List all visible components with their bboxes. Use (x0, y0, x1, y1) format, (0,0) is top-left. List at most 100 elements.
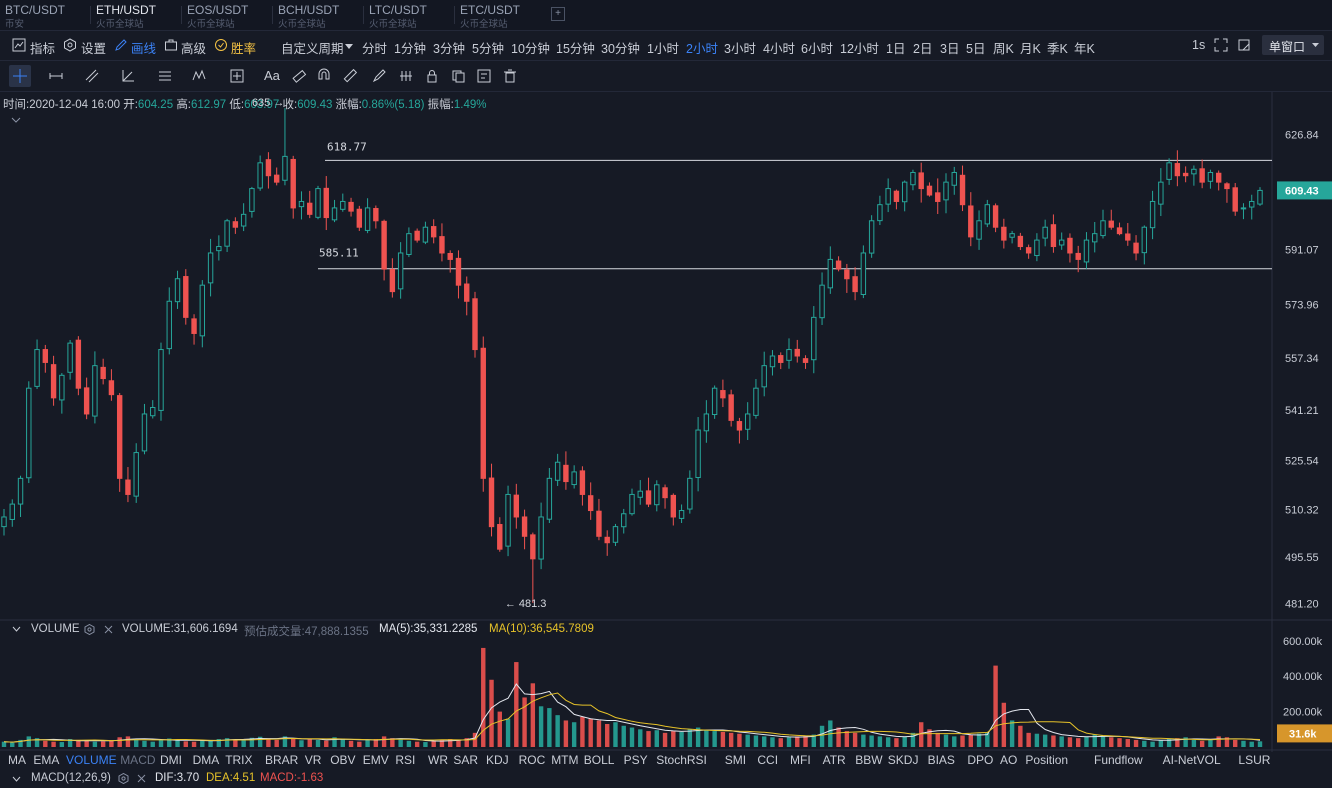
indicator-tab-dmi[interactable]: DMI (160, 753, 182, 767)
settings-button[interactable]: 设置 (81, 42, 107, 56)
indicator-tab-ma[interactable]: MA (8, 753, 26, 767)
indicator-tab-obv[interactable]: OBV (330, 753, 356, 767)
window-mode-dropdown[interactable]: 单窗口 (1262, 35, 1324, 55)
copy-icon[interactable] (450, 68, 466, 84)
period-1分钟[interactable]: 1分钟 (394, 42, 426, 56)
indicator-tab-atr[interactable]: ATR (822, 753, 846, 767)
indicator-tab-dma[interactable]: DMA (192, 753, 220, 767)
period-1日[interactable]: 1日 (886, 42, 906, 56)
volume-bar (671, 731, 676, 747)
indicator-tab-lsur[interactable]: LSUR (1238, 753, 1271, 767)
fullscreen-icon[interactable] (1214, 38, 1228, 52)
period-月K[interactable]: 月K (1020, 42, 1041, 56)
lock-icon[interactable] (424, 68, 440, 84)
indicator-tab-cci[interactable]: CCI (757, 753, 779, 767)
pair-tab-etc-usdt[interactable]: ETC/USDT 火币全球站 (460, 3, 548, 30)
indicator-tab-stochrsi[interactable]: StochRSI (656, 753, 707, 767)
angle-tool-icon[interactable] (120, 68, 136, 84)
indicator-tab-sar[interactable]: SAR (453, 753, 479, 767)
period-年K[interactable]: 年K (1074, 42, 1095, 56)
chevron-down-icon[interactable] (12, 776, 21, 782)
chevron-down-icon[interactable] (11, 117, 21, 123)
rectangle-tool-icon[interactable] (229, 68, 245, 84)
period-12小时[interactable]: 12小时 (840, 42, 879, 56)
refresh-interval[interactable]: 1s (1192, 38, 1206, 52)
period-15分钟[interactable]: 15分钟 (556, 42, 595, 56)
indicator-tab-mtm[interactable]: MTM (551, 753, 579, 767)
close-icon[interactable] (104, 625, 113, 634)
parallel-lines-icon[interactable] (84, 68, 100, 84)
volume-axis-label: 200.00k (1283, 707, 1323, 719)
indicator-tab-trix[interactable]: TRIX (225, 753, 253, 767)
indicator-tab-ao[interactable]: AO (1000, 753, 1018, 767)
template-icon[interactable] (476, 68, 492, 84)
indicator-tab-bias[interactable]: BIAS (927, 753, 955, 767)
indicator-tab-macd[interactable]: MACD (120, 753, 156, 767)
period-2日[interactable]: 2日 (913, 42, 933, 56)
brush-icon[interactable] (371, 68, 387, 84)
settings-icon[interactable] (118, 773, 129, 784)
measure-icon[interactable] (291, 68, 307, 84)
pair-tab-eth-usdt[interactable]: ETH/USDT 火币全球站 (96, 3, 184, 30)
indicator-tab-brar[interactable]: BRAR (265, 753, 299, 767)
period-3日[interactable]: 3日 (940, 42, 960, 56)
advanced-button[interactable]: 高级 (181, 42, 207, 56)
period-10分钟[interactable]: 10分钟 (511, 42, 550, 56)
screenshot-icon[interactable] (1237, 38, 1251, 52)
indicator-tab-wr[interactable]: WR (428, 753, 448, 767)
period-4小时[interactable]: 4小时 (763, 42, 795, 56)
indicator-tab-skdj[interactable]: SKDJ (887, 753, 919, 767)
chevron-down-icon[interactable] (12, 626, 21, 632)
period-2小时[interactable]: 2小时 (686, 42, 718, 56)
period-分时[interactable]: 分时 (362, 42, 388, 56)
custom-period-dropdown[interactable]: 自定义周期 (281, 42, 344, 56)
period-5日[interactable]: 5日 (966, 42, 986, 56)
pair-tab-symbol: ETC/USDT (460, 3, 520, 17)
period-周K[interactable]: 周K (993, 42, 1014, 56)
add-tab-button[interactable]: + (551, 7, 565, 21)
pair-tab-btc-usdt[interactable]: BTC/USDT 币安 (5, 3, 93, 30)
indicator-tab-boll[interactable]: BOLL (583, 753, 615, 767)
period-6小时[interactable]: 6小时 (801, 42, 833, 56)
indicator-tab-smi[interactable]: SMI (724, 753, 747, 767)
pair-tab-eos-usdt[interactable]: EOS/USDT 火币全球站 (187, 3, 275, 30)
indicators-button[interactable]: 指标 (30, 42, 56, 56)
period-1小时[interactable]: 1小时 (647, 42, 679, 56)
indicator-tab-emv[interactable]: EMV (362, 753, 389, 767)
last-price-badge (1277, 181, 1332, 200)
magnet-icon[interactable] (316, 68, 332, 84)
indicator-tab-mfi[interactable]: MFI (790, 753, 811, 767)
indicator-tab-fundflow[interactable]: Fundflow (1094, 753, 1143, 767)
period-3小时[interactable]: 3小时 (724, 42, 756, 56)
indicator-tab-kdj[interactable]: KDJ (486, 753, 509, 767)
indicator-tab-position[interactable]: Position (1025, 753, 1069, 767)
fib-levels-icon[interactable] (157, 68, 173, 84)
ohlc-bars-icon[interactable] (398, 68, 414, 84)
indicator-tab-roc[interactable]: ROC (518, 753, 546, 767)
indicator-tab-psy[interactable]: PSY (623, 753, 648, 767)
draw-button[interactable]: 画线 (131, 42, 157, 56)
indicator-tab-ai-netvol[interactable]: AI-NetVOL (1162, 753, 1221, 767)
period-5分钟[interactable]: 5分钟 (472, 42, 504, 56)
period-3分钟[interactable]: 3分钟 (433, 42, 465, 56)
pair-tab-bch-usdt[interactable]: BCH/USDT 火币全球站 (278, 3, 366, 30)
settings-icon[interactable] (84, 624, 95, 635)
close-icon[interactable] (137, 774, 146, 783)
text-tool-icon[interactable]: Aa (264, 68, 280, 83)
indicator-tab-rsi[interactable]: RSI (395, 753, 416, 767)
indicator-tab-ema[interactable]: EMA (33, 753, 60, 767)
period-季K[interactable]: 季K (1047, 42, 1068, 56)
trash-icon[interactable] (502, 68, 518, 84)
winrate-button[interactable]: 胜率 (231, 42, 257, 56)
period-30分钟[interactable]: 30分钟 (601, 42, 640, 56)
ruler-icon[interactable] (342, 68, 358, 84)
indicator-tab-volume[interactable]: VOLUME (66, 753, 117, 767)
indicator-tab-dpo[interactable]: DPO (967, 753, 994, 767)
horizontal-segment-icon[interactable] (48, 68, 64, 84)
pair-tab-ltc-usdt[interactable]: LTC/USDT 火币全球站 (369, 3, 457, 30)
indicator-tab-bbw[interactable]: BBW (855, 753, 883, 767)
wave-tool-icon[interactable] (192, 68, 208, 84)
indicator-tab-vr[interactable]: VR (304, 753, 322, 767)
price-chart[interactable]: 626.84 609.43 591.07 573.96 557.34 541.21 525.… (0, 92, 1332, 752)
crosshair-tool[interactable] (9, 65, 31, 87)
